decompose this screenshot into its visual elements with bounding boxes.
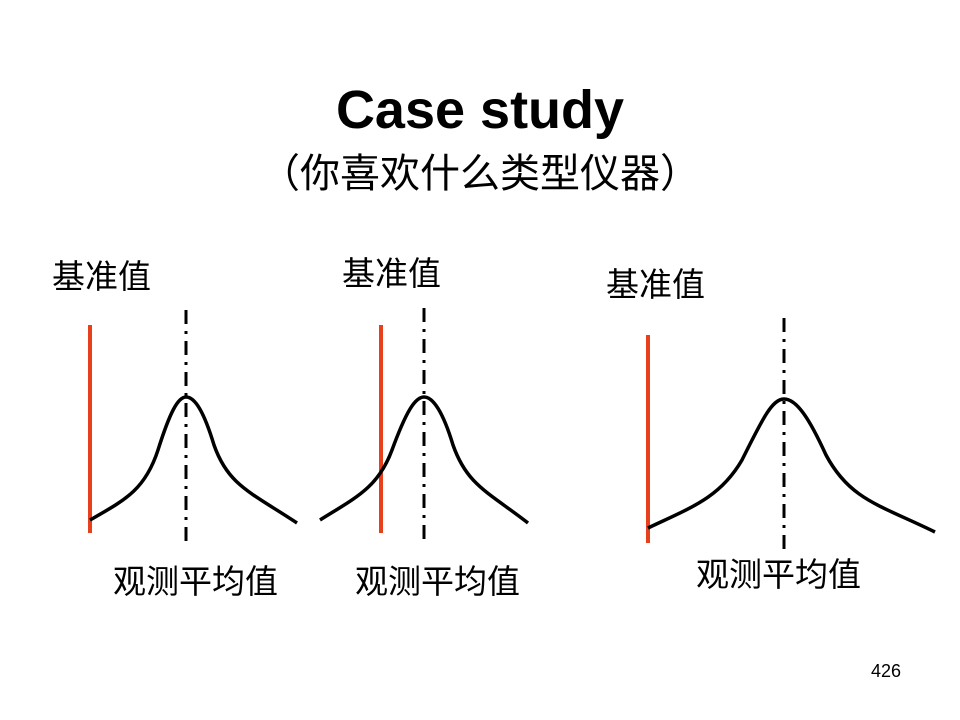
slide-subtitle: （你喜欢什么类型仪器） (260, 151, 700, 197)
page-number: 426 (871, 661, 901, 681)
reference-label: 基准值 (342, 254, 441, 293)
reference-label: 基准值 (52, 257, 151, 296)
distribution-curve (89, 395, 298, 525)
mean-label: 观测平均值 (696, 555, 861, 594)
distribution-curve (647, 397, 936, 534)
reference-label: 基准值 (606, 265, 705, 304)
distribution-curve (319, 395, 530, 525)
slide-title: Case study (336, 80, 624, 140)
mean-label: 观测平均值 (113, 562, 278, 601)
mean-label: 观测平均值 (355, 562, 520, 601)
